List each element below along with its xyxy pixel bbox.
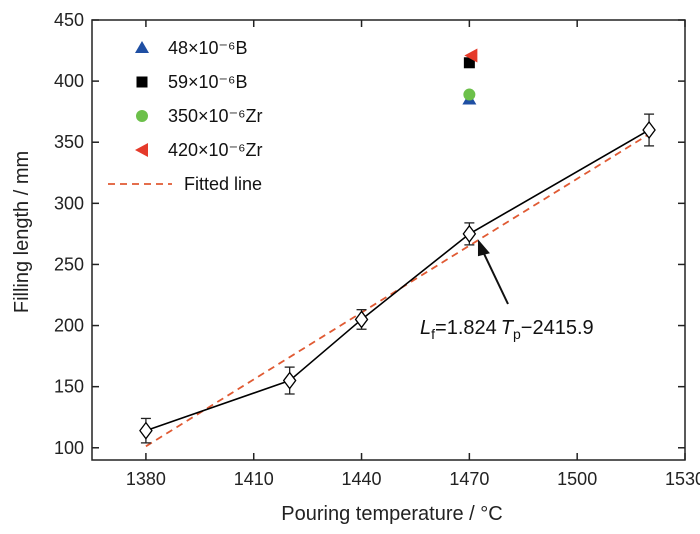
y-axis-label: Filling length / mm (11, 151, 33, 313)
y-tick-label: 450 (54, 10, 84, 30)
equation-intercept: −2415.9 (521, 317, 594, 339)
alloy-point (464, 48, 478, 63)
y-tick-label: 100 (54, 438, 84, 458)
measured-point (354, 310, 369, 329)
y-tick-label: 200 (54, 316, 84, 336)
y-tick-label: 250 (54, 254, 84, 274)
plot-frame (91, 19, 686, 461)
x-tick-label: 1380 (126, 469, 166, 489)
fit-equation: Lf=1.824 Tp−2415.9 (420, 317, 594, 342)
fit-equation-annotation: Lf=1.824 Tp−2415.9 (420, 239, 594, 342)
legend-label: 59×10⁻⁶B (168, 72, 247, 92)
legend-marker (135, 143, 148, 157)
measured-point (462, 224, 477, 243)
equation-coef: =1.824 (435, 317, 497, 339)
legend: 48×10⁻⁶B 59×10⁻⁶B 350×10⁻⁶Zr 420×10⁻⁶Zr Fitt… (108, 38, 262, 194)
y-tick-label: 300 (54, 193, 84, 213)
legend-label: 350×10⁻⁶Zr (168, 106, 262, 126)
equation-T: T (501, 317, 515, 339)
legend-marker (136, 76, 148, 88)
x-tick-label: 1410 (234, 469, 274, 489)
fitted-line (145, 133, 650, 448)
x-tick-label: 1470 (449, 469, 489, 489)
plot-area (91, 19, 686, 461)
legend-marker (135, 41, 149, 53)
alloy-point (463, 88, 476, 101)
x-tick-label: 1500 (557, 469, 597, 489)
chart-marks (139, 48, 656, 448)
measured-point (139, 421, 153, 440)
y-tick-label: 400 (54, 71, 84, 91)
x-tick-label: 1530 (665, 469, 700, 489)
legend-label: 48×10⁻⁶B (168, 38, 247, 58)
legend-marker (136, 110, 148, 122)
equation-sub-f: f (431, 326, 435, 342)
annotation-arrow-line (479, 244, 509, 305)
alloy-point (463, 57, 475, 69)
measured-point (282, 371, 297, 390)
y-tick-label: 350 (54, 132, 84, 152)
annotation-arrow-head (477, 239, 490, 257)
x-axis-label: Pouring temperature / °C (281, 503, 502, 525)
measured-point (642, 120, 656, 140)
axis-ticks (92, 19, 686, 460)
equation-sub-p: p (513, 326, 521, 342)
legend-label: Fitted line (184, 174, 262, 194)
axis-tick-labels: 1380 1410 1440 1470 1500 1530 100 150 200 250 300 3… (54, 10, 700, 489)
y-tick-label: 150 (54, 377, 84, 397)
x-tick-label: 1440 (342, 469, 382, 489)
legend-label: 420×10⁻⁶Zr (168, 140, 262, 160)
equation-L: L (420, 317, 431, 339)
